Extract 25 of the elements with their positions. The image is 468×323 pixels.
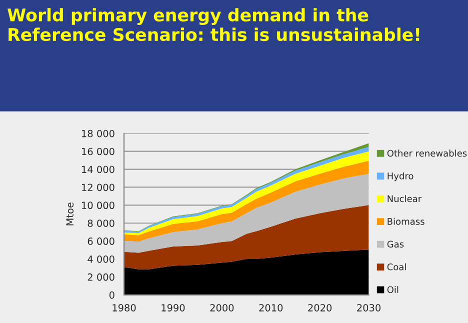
chart-title: World primary energy demand in the Reference Scenario: this is unsustainable! bbox=[8, 8, 420, 42]
y-tick-label: 4 000 bbox=[88, 255, 114, 263]
y-tick-label: 14 000 bbox=[82, 166, 114, 174]
legend-label: Gas bbox=[387, 240, 404, 248]
y-tick-label: 16 000 bbox=[82, 148, 114, 156]
x-tick-label: 2000 bbox=[210, 304, 234, 312]
legend-label: Hydro bbox=[388, 172, 414, 182]
x-tick-label: 2010 bbox=[259, 304, 283, 312]
y-tick-label: 8 000 bbox=[88, 220, 114, 227]
y-tick-label: 0 bbox=[109, 291, 114, 299]
y-tick-label: 6 000 bbox=[88, 238, 114, 245]
legend-label: Coal bbox=[387, 263, 406, 270]
x-tick-label: 1980 bbox=[112, 304, 136, 312]
y-tick-label: 2 000 bbox=[88, 273, 114, 281]
legend-label: Oil bbox=[387, 286, 398, 294]
legend-label: Biomass bbox=[388, 218, 424, 225]
y-tick-label: 10 000 bbox=[82, 202, 114, 210]
x-tick-label: 2030 bbox=[357, 304, 381, 312]
y-tick-label: 18 000 bbox=[82, 130, 114, 138]
y-tick-label: 12 000 bbox=[82, 184, 114, 192]
y-axis-title: Mtoe bbox=[66, 202, 74, 226]
legend-label: Other renewables bbox=[387, 150, 467, 157]
x-tick-label: 2020 bbox=[308, 304, 332, 312]
legend-label: Nuclear bbox=[388, 195, 422, 202]
x-tick-label: 1990 bbox=[162, 304, 185, 312]
